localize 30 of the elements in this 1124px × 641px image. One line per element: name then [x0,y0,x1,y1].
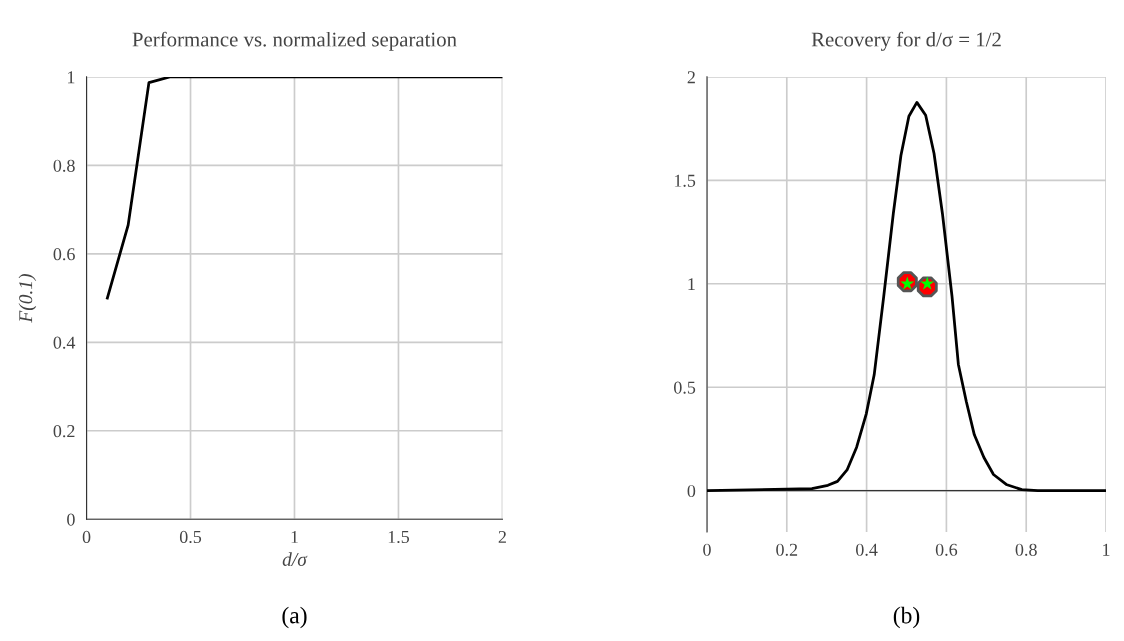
x-tick-label: 0 [82,530,91,544]
y-tick-label: 1 [688,278,695,291]
x-tick-label: 0.4 [856,543,878,556]
y-tick-label: 2 [687,71,695,84]
y-tick-label: 0.4 [53,336,76,349]
y-tick-label: 0.8 [53,159,75,172]
y-tick-label: 0.6 [53,248,75,261]
y-tick-label: 0 [67,513,75,526]
chart-title: Recovery for d/σ = 1/2 [811,31,1001,51]
y-axis-title: F(0.1) [18,274,37,323]
line-series [105,76,503,300]
x-tick-label: 1 [291,530,298,543]
x-tick-label: 0.6 [935,543,958,556]
line-series [707,100,1107,493]
x-tick-label: 1 [1103,543,1110,556]
x-tick-label: 1.5 [388,530,410,544]
x-tick-label: 0.5 [179,530,202,544]
y-tick-label: 1.5 [674,174,696,187]
x-tick-label: 2 [498,530,506,543]
y-tick-label: 0.2 [53,425,75,438]
x-tick-label: 0.2 [776,543,798,556]
text: (b) [893,606,920,629]
y-tick-label: 0.5 [674,381,696,394]
y-tick-label: 0 [687,484,696,498]
y-tick-label: 1 [68,71,75,84]
x-axis-title: d/σ [282,552,308,566]
text: (a) [282,606,307,629]
x-tick-label: 0.8 [1015,543,1037,556]
chart-title: Performance vs. normalized separation [132,31,457,51]
x-tick-label: 0 [703,543,711,556]
